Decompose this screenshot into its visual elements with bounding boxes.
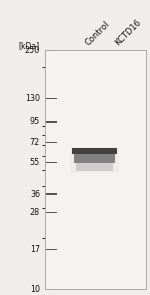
Text: 28: 28: [30, 208, 40, 217]
Text: 17: 17: [30, 245, 40, 254]
Text: KCTD16: KCTD16: [113, 18, 143, 48]
Text: [kDa]: [kDa]: [19, 41, 40, 50]
Text: 72: 72: [30, 138, 40, 147]
Text: Control: Control: [83, 20, 111, 48]
Text: 95: 95: [30, 117, 40, 127]
Text: 36: 36: [30, 189, 40, 199]
Text: 130: 130: [25, 94, 40, 103]
Text: 250: 250: [25, 46, 40, 55]
Text: 55: 55: [30, 158, 40, 167]
Text: 10: 10: [30, 285, 40, 294]
